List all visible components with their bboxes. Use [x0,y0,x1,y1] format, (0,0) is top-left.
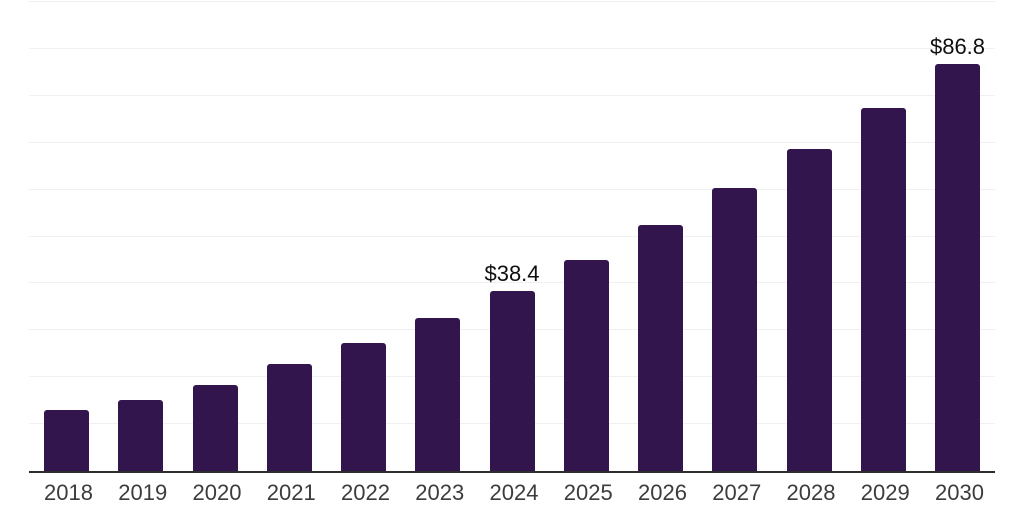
bar-2020[interactable] [192,384,238,471]
x-tick-2024: 2024 [489,480,539,505]
bar-group-2018 [44,2,89,471]
x-tick-2023: 2023 [415,480,465,505]
gridline [29,141,995,143]
x-tick-2020: 2020 [192,480,242,505]
x-tick-2027: 2027 [712,480,762,505]
bar-2018[interactable] [44,410,89,471]
gridline [29,94,995,96]
bar-group-2026 [638,2,683,471]
x-tick-2025: 2025 [563,480,613,505]
gridline [29,282,995,284]
bar-value-label-2024: $38.4 [484,260,540,286]
x-tick-2022: 2022 [341,480,390,505]
bar-group-2023 [415,2,461,471]
x-axis: 2018 2019 2020 2021 2022 2023 2024 2025 2026 2027… [29,480,995,506]
bar-group-2020 [192,2,238,471]
bar-group-2029 [860,2,906,471]
bar-group-2021 [266,2,312,471]
bar-2021[interactable] [266,363,312,471]
x-tick-2019: 2019 [118,480,168,505]
bar-2026[interactable] [638,224,683,471]
x-tick-2021: 2021 [266,480,316,505]
bar-group-2030: $86.8 [930,2,985,471]
gridline [29,1,995,2]
x-tick-2029: 2029 [860,480,910,505]
bar-group-2028 [786,2,832,471]
bar-group-2024: $38.4 [484,2,540,471]
bar-2023[interactable] [415,318,461,471]
bar-2029[interactable] [860,107,906,471]
bar-2030[interactable] [935,63,980,471]
gridline [29,47,995,49]
bar-group-2027 [712,2,758,471]
bar-2028[interactable] [786,149,832,471]
x-tick-2028: 2028 [786,480,836,505]
bar-2019[interactable] [118,400,164,471]
bar-group-2022 [341,2,386,471]
bar-2027[interactable] [712,187,758,471]
gridline [29,188,995,190]
x-tick-2030: 2030 [935,480,984,505]
bar-2024[interactable] [489,290,535,471]
bar-value-label-2030: $86.8 [929,33,986,59]
x-tick-2026: 2026 [638,480,687,505]
gridline [29,235,995,237]
x-tick-2018: 2018 [44,480,93,505]
bar-2022[interactable] [341,342,386,471]
bar-group-2019 [118,2,164,471]
bars-layer: $38.4 $86.8 [29,2,995,471]
plot-area: $38.4 $86.8 [29,1,995,473]
bar-2025[interactable] [563,259,609,471]
bar-group-2025 [563,2,609,471]
